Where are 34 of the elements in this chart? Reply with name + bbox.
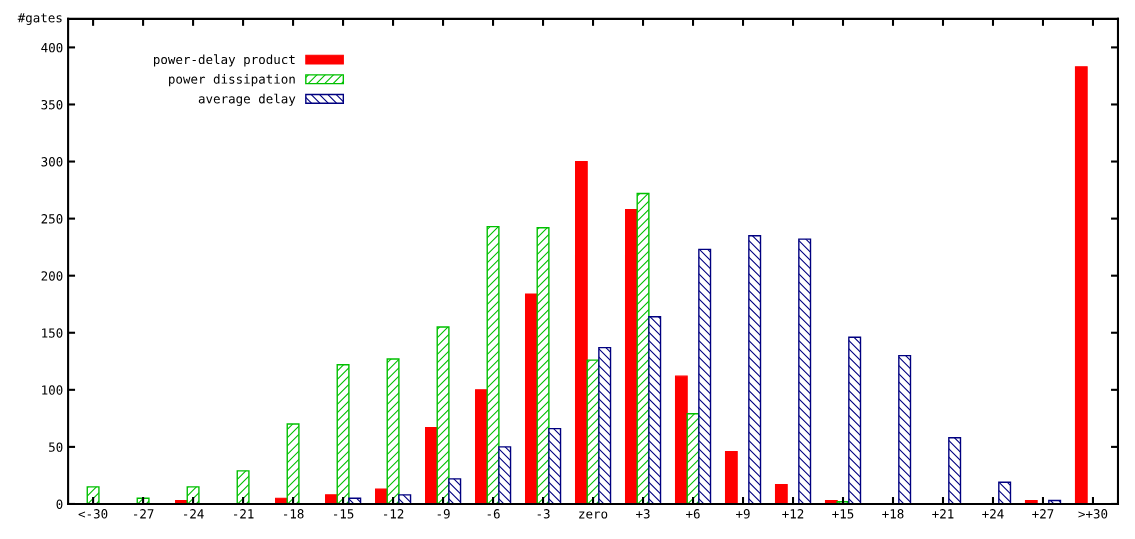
x-tick-label: +21 <box>932 509 954 519</box>
y-tick-label: 100 <box>42 385 63 395</box>
x-tick-label: -24 <box>183 509 204 519</box>
x-tick-label: +18 <box>882 509 904 519</box>
legend-label: power dissipation <box>169 74 295 87</box>
x-tick-label: zero <box>579 511 608 519</box>
legend-label: power-delay product <box>154 54 295 67</box>
y-tick-label: 150 <box>42 328 63 338</box>
y-tick-label: 200 <box>41 271 63 281</box>
x-tick-label: +6 <box>686 509 700 519</box>
legend-label: average delay <box>198 93 296 106</box>
y-tick-label: 350 <box>41 99 63 110</box>
x-tick-label: -9 <box>437 509 450 519</box>
x-tick-label: -18 <box>283 509 304 519</box>
y-tick-label: 250 <box>41 214 63 224</box>
y-tick-label: 300 <box>41 157 63 167</box>
x-tick-label: +15 <box>832 509 854 519</box>
y-tick-label: 50 <box>49 442 63 452</box>
x-tick-label: +3 <box>636 509 650 519</box>
x-tick-label: -12 <box>383 509 404 519</box>
x-tick-label: +27 <box>1032 509 1054 519</box>
x-tick-label: -15 <box>333 509 354 519</box>
y-tick-label: 400 <box>41 42 63 53</box>
y-tick-label: 0 <box>56 499 63 509</box>
x-tick-label: +12 <box>782 509 804 519</box>
x-tick-label: -27 <box>133 509 154 519</box>
x-tick-label: +9 <box>736 509 750 519</box>
x-tick-label: >+30 <box>1078 509 1108 519</box>
x-tick-label: -3 <box>537 509 550 519</box>
y-axis-title: #gates <box>17 13 62 25</box>
x-tick-label: -21 <box>233 509 254 519</box>
x-tick-label: -6 <box>487 509 500 519</box>
x-tick-label: <-30 <box>78 509 108 519</box>
x-tick-label: +24 <box>982 509 1004 519</box>
